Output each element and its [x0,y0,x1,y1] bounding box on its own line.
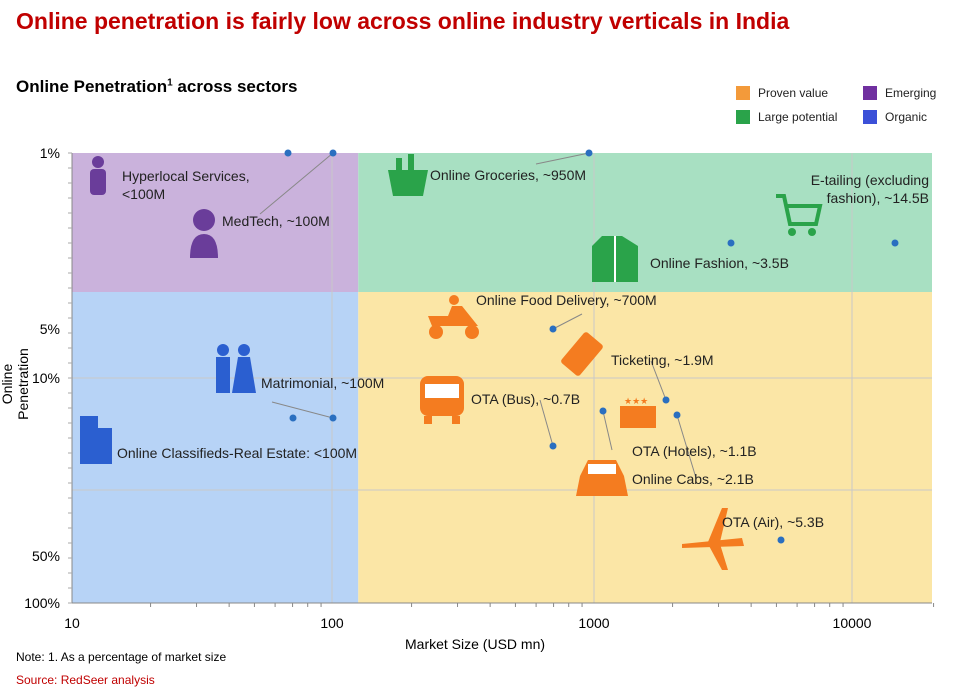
leader-line [676,414,697,479]
data-label: OTA (Bus), ~0.7B [471,391,580,407]
data-point [329,414,337,422]
legend-label-emerging: Emerging [885,86,937,100]
data-point [727,239,735,247]
legend-swatch-organic [863,110,877,124]
x-axis-label: Market Size (USD mn) [405,636,546,652]
x-tick-label: 10000 [833,615,872,631]
leader-line [602,410,613,451]
data-point [549,442,557,450]
leader-line [271,401,334,419]
couple-icon [216,344,256,393]
chart-title: Online penetration is fairly low across … [16,8,790,34]
data-label: MedTech, ~100M [222,213,330,229]
y-tick-label: 10% [32,370,60,386]
bus-icon [420,376,464,424]
data-point [777,536,785,544]
leader-line [259,152,334,215]
quadrants [72,153,932,603]
data-point [891,239,899,247]
y-tick-label: 5% [40,321,60,337]
x-tick-label: 1000 [578,615,609,631]
leader-line [552,313,583,330]
data-label: OTA (Hotels), ~1.1B [632,443,757,459]
quadrant-emerging [72,153,359,292]
axes: 10 100 1000 10000 1% 5% 10% 50% 100% [24,145,935,631]
svg-text:★★★: ★★★ [624,396,648,406]
data-point [329,149,337,157]
data-label: Online Cabs, ~2.1B [632,471,754,487]
quadrant-large-potential [358,153,932,292]
data-label: Ticketing, ~1.9M [611,352,714,368]
doctor-icon [190,209,218,258]
car-icon [576,460,628,496]
legend-swatch-emerging [863,86,877,100]
data-label: Matrimonial, ~100M [261,375,384,391]
jacket-icon [592,236,638,282]
grid [72,153,932,603]
grocery-basket-icon [388,154,428,196]
sector-icons: ★★★ [80,154,823,570]
data-point [284,149,292,157]
scooter-icon [428,295,479,339]
y-tick-label: 50% [32,548,60,564]
x-tick-label: 100 [320,615,344,631]
delivery-person-icon [90,156,106,195]
airplane-icon [682,508,744,570]
x-tick-label: 10 [64,615,80,631]
subtitle-text-rest: across sectors [172,77,298,96]
data-point [585,149,593,157]
data-points [284,149,899,544]
y-axis-label: Online Penetration [0,348,31,420]
data-label: Hyperlocal Services, [122,168,250,184]
data-point [289,414,297,422]
data-point [549,325,557,333]
y-tick-label: 1% [40,145,60,161]
data-label: Online Groceries, ~950M [430,167,586,183]
data-label: <100M [122,186,165,202]
data-label: Online Classifieds-Real Estate: <100M [117,445,357,461]
data-label: E-tailing (excluding [811,172,929,188]
ticket-icon [561,332,603,376]
chart-subtitle: Online Penetration1 across sectors [16,77,297,97]
leader-line [535,152,590,165]
legend-label-proven: Proven value [758,86,829,100]
legend-label-organic: Organic [885,110,928,124]
subtitle-footnote-marker: 1 [167,77,173,89]
quadrant-proven-value [358,292,932,603]
subtitle-text: Online Penetration [16,77,168,96]
data-point [599,407,607,415]
legend-swatch-large [736,110,750,124]
shopping-cart-icon [776,194,823,236]
leader-line [650,360,667,401]
legend-swatch-proven [736,86,750,100]
leader-line [539,399,554,447]
data-label: fashion), ~14.5B [827,190,929,206]
data-point [662,396,670,404]
legend-label-large: Large potential [758,110,838,124]
data-point [673,411,681,419]
source-note: Source: RedSeer analysis [16,673,155,687]
data-labels: Hyperlocal Services, <100M MedTech, ~100M O… [117,167,929,530]
y-tick-label: 100% [24,595,60,611]
buildings-icon [80,416,112,464]
leader-lines [259,152,697,479]
footnote: Note: 1. As a percentage of market size [16,650,227,664]
quadrant-organic [72,292,359,603]
data-label: Online Fashion, ~3.5B [650,255,789,271]
data-label: OTA (Air), ~5.3B [722,514,824,530]
data-label: Online Food Delivery, ~700M [476,292,657,308]
hotel-icon: ★★★ [620,396,656,428]
